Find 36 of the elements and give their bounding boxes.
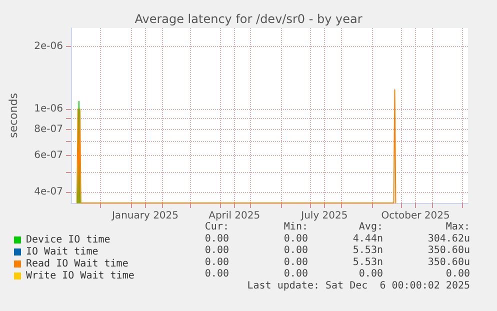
text: 5.53n [352,245,383,256]
x-tick-label: October 2025 [381,210,450,222]
legend-label: Device IO time [26,234,110,246]
x-tick-label: January 2025 [110,210,179,222]
text: 0.00 [358,268,383,280]
legend-label: Write IO Wait time [26,270,134,282]
text: 5.53n [352,256,383,268]
text: 350.60u [428,245,470,256]
legend-label: IO Wait time [26,246,98,258]
text: 0.00 [446,268,470,280]
y-tick-label: 8e-07 [34,124,63,135]
text: 0.00 [204,245,229,256]
y-axis-title: seconds [7,92,20,138]
text: 0.00 [204,256,229,268]
text: 0.00 [284,256,308,268]
text: Min: [284,222,308,232]
text: Avg: [358,222,383,232]
y-tick-label: 1e-06 [34,104,63,115]
text: 350.60u [428,256,470,268]
x-tick-label: July 2025 [300,210,348,222]
text: 4.44n [352,233,383,244]
text: 304.62u [428,233,470,244]
y-tick-label: 4e-07 [34,186,63,198]
y-tick-label: 6e-07 [34,150,63,161]
x-tick-label: April 2025 [208,210,260,222]
text: 0.00 [284,245,308,256]
text: 0.00 [204,233,229,244]
text: 0.00 [284,233,308,244]
text: Cur: [204,222,229,232]
text: 0.00 [204,268,229,280]
y-tick-label: 2e-06 [34,40,63,52]
text: Last update: Sat Dec 6 00:00:02 2025 [247,280,470,292]
text: Max: [446,222,470,232]
text: 0.00 [284,268,308,280]
legend-label: Read IO Wait time [26,258,128,270]
chart-title: Average latency for /dev/sr0 - by year [134,12,362,26]
